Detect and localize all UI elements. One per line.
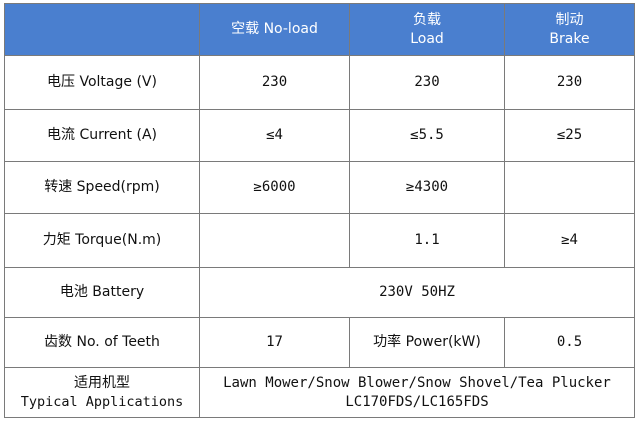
voltage-brake: 230 — [504, 55, 635, 110]
battery-label: 电池 Battery — [4, 267, 200, 318]
current-brake: ≤25 — [504, 109, 635, 162]
power-label: 功率 Power(kW) — [349, 317, 505, 368]
applications-label-en: Typical Applications — [20, 393, 184, 410]
torque-brake: ≥4 — [504, 213, 635, 268]
torque-label: 力矩 Torque(N.m) — [4, 213, 200, 268]
teeth-label: 齿数 No. of Teeth — [4, 317, 200, 368]
applications-line1: Lawn Mower/Snow Blower/Snow Shovel/Tea P… — [223, 374, 611, 391]
battery-value: 230V 50HZ — [199, 267, 635, 318]
teeth-value: 17 — [199, 317, 350, 368]
row-applications: 适用机型 Typical Applications Lawn Mower/Sno… — [4, 367, 635, 418]
speed-brake — [504, 161, 635, 214]
row-speed: 转速 Speed(rpm) ≥6000 ≥4300 — [4, 161, 635, 214]
header-row: 空载 No-load 负载 Load 制动 Brake — [4, 3, 635, 56]
voltage-label: 电压 Voltage (V) — [4, 55, 200, 110]
header-load: 负载 Load — [349, 3, 505, 56]
voltage-load: 230 — [349, 55, 505, 110]
applications-label: 适用机型 Typical Applications — [4, 367, 200, 418]
torque-noload — [199, 213, 350, 268]
voltage-noload: 230 — [199, 55, 350, 110]
row-voltage: 电压 Voltage (V) 230 230 230 — [4, 55, 635, 110]
header-empty-cell — [4, 3, 200, 56]
row-teeth: 齿数 No. of Teeth 17 功率 Power(kW) 0.5 — [4, 317, 635, 368]
current-load: ≤5.5 — [349, 109, 505, 162]
header-load-en: Load — [410, 30, 444, 47]
applications-label-zh: 适用机型 — [74, 374, 130, 391]
current-label: 电流 Current (A) — [4, 109, 200, 162]
row-torque: 力矩 Torque(N.m) 1.1 ≥4 — [4, 213, 635, 268]
speed-label: 转速 Speed(rpm) — [4, 161, 200, 214]
header-load-zh: 负载 — [413, 11, 441, 28]
speed-noload: ≥6000 — [199, 161, 350, 214]
row-current: 电流 Current (A) ≤4 ≤5.5 ≤25 — [4, 109, 635, 162]
header-brake-zh: 制动 — [555, 11, 584, 28]
torque-load: 1.1 — [349, 213, 505, 268]
header-brake: 制动 Brake — [504, 3, 635, 56]
applications-value: Lawn Mower/Snow Blower/Snow Shovel/Tea P… — [199, 367, 635, 418]
header-brake-en: Brake — [549, 30, 590, 47]
spec-table: 空载 No-load 负载 Load 制动 Brake 电压 Voltage (… — [4, 3, 635, 418]
current-noload: ≤4 — [199, 109, 350, 162]
power-value: 0.5 — [504, 317, 635, 368]
header-noload: 空载 No-load — [199, 3, 350, 56]
row-battery: 电池 Battery 230V 50HZ — [4, 267, 635, 318]
speed-load: ≥4300 — [349, 161, 505, 214]
applications-line2: LC170FDS/LC165FDS — [345, 393, 489, 410]
